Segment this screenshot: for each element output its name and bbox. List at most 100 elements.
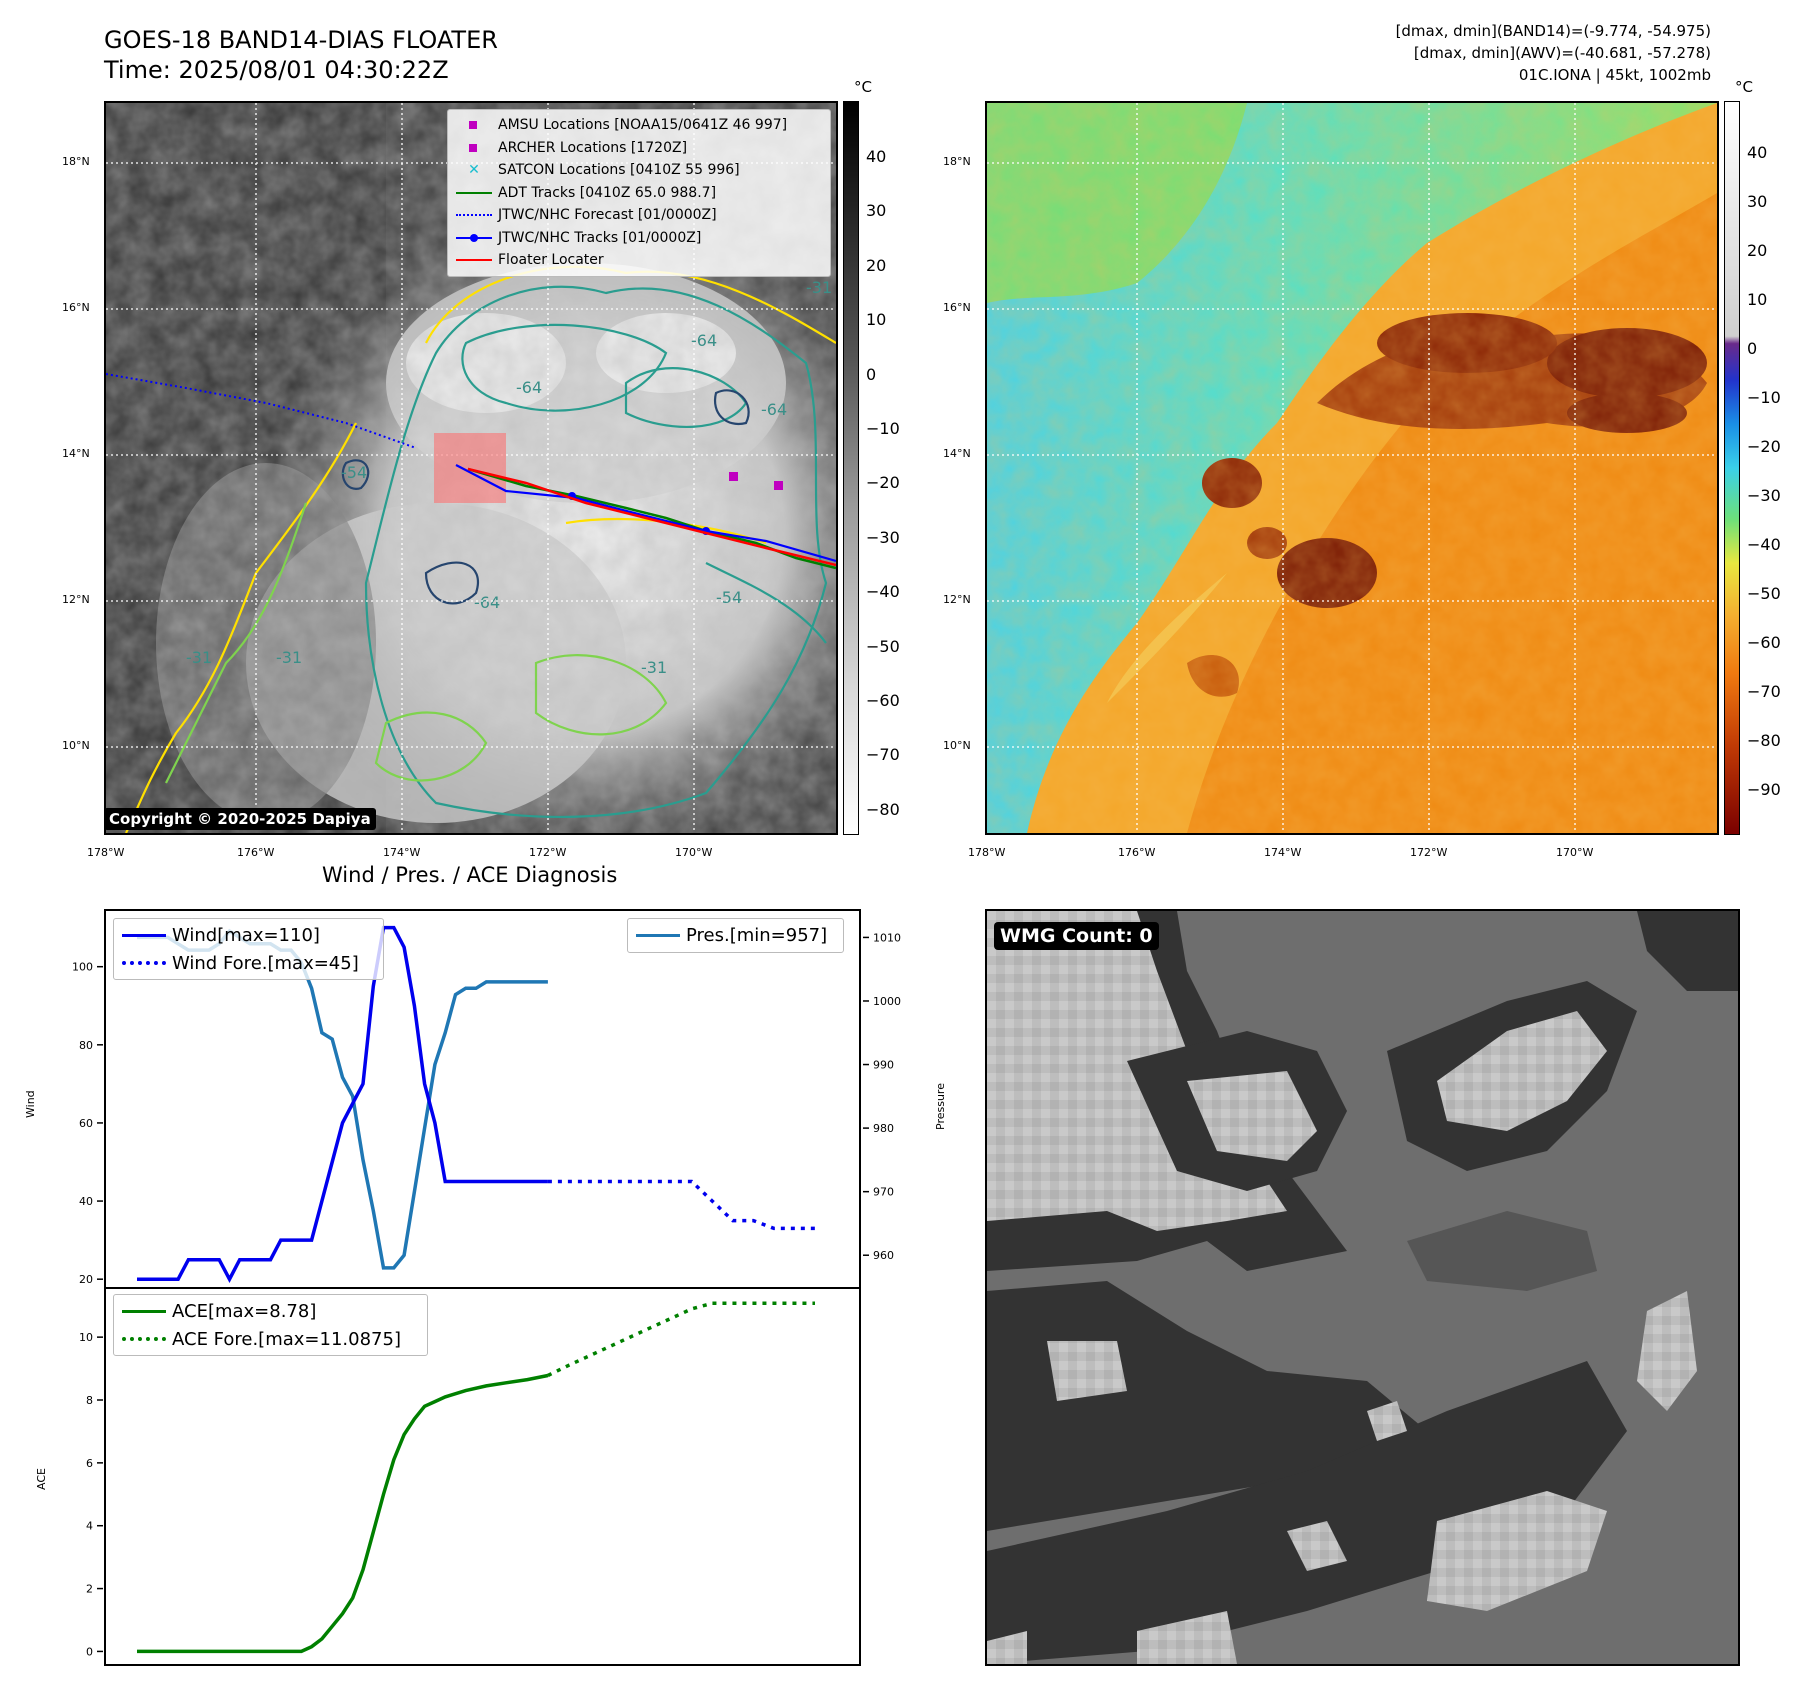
pressure-legend: Pres.[min=957]: [627, 918, 844, 953]
contour-label: -31: [276, 648, 302, 667]
figure-title: GOES-18 BAND14-DIAS FLOATER: [104, 26, 498, 54]
pressure-line: [137, 928, 548, 1270]
wind-pressure-chart: [104, 909, 861, 1289]
wind-legend: Wind[max=110] Wind Fore.[max=45]: [113, 918, 384, 980]
lon-label: 176°W: [237, 846, 275, 859]
colorbar-color-tick: −30: [1747, 486, 1781, 505]
wind-axis-tick-label: 100: [72, 961, 93, 974]
wmg-image: [987, 911, 1738, 1664]
legend-jtwc-forecast: JTWC/NHC Forecast [01/0000Z]: [456, 204, 822, 227]
colorbar-gray-tick: 30: [866, 201, 887, 221]
colorbar-gray-tick: −50: [866, 636, 900, 656]
colorbar-color-tick: −60: [1747, 633, 1781, 652]
colorbar-color-tick: −50: [1747, 584, 1781, 603]
ace-axis-tick-label: 4: [86, 1520, 93, 1533]
ace-line: [137, 1373, 549, 1654]
contour-label: -31: [186, 648, 212, 667]
pressure-axis-tick-label: 990: [873, 1059, 894, 1072]
lat-label: 12°N: [943, 593, 971, 606]
legend-ace-forecast: ACE Fore.[max=11.0875]: [122, 1325, 419, 1353]
colorbar-color-tick: −80: [1747, 731, 1781, 750]
ylabel-wind: Wind: [24, 1090, 37, 1118]
legend-jtwc-tracks: JTWC/NHC Tracks [01/0000Z]: [456, 227, 822, 250]
map-legend: AMSU Locations [NOAA15/0641Z 46 997] ARC…: [447, 109, 831, 277]
legend-wind-forecast: Wind Fore.[max=45]: [122, 949, 375, 977]
colorbar-gray-tick: −60: [866, 691, 900, 710]
pressure-axis-tick-label: 970: [873, 1186, 894, 1199]
lon-label: 172°W: [529, 846, 567, 859]
archer-marker: [774, 481, 783, 490]
lon-label: 174°W: [383, 846, 421, 859]
diagnosis-title: Wind / Pres. / ACE Diagnosis: [322, 863, 618, 887]
colorbar-gray-tick: −10: [866, 419, 900, 438]
lon-label: 172°W: [1410, 846, 1448, 859]
wmg-panel: [985, 909, 1740, 1666]
contour-label: -31: [806, 278, 832, 297]
colorbar-color-unit: °C: [1735, 78, 1753, 96]
colorbar-color-tick: 30: [1747, 192, 1768, 211]
colorbar-gray-tick: −70: [866, 745, 900, 765]
colorbar-color-tick: −40: [1747, 535, 1781, 554]
lat-label: 18°N: [62, 155, 90, 168]
info-awv: [dmax, dmin](AWV)=(-40.681, -57.278): [1413, 44, 1711, 62]
legend-adt: ADT Tracks [0410Z 65.0 988.7]: [456, 182, 822, 205]
ace-axis-tick-label: 8: [86, 1394, 93, 1407]
contour-label: -64: [691, 331, 717, 350]
info-band14: [dmax, dmin](BAND14)=(-9.774, -54.975): [1395, 22, 1711, 40]
colorbar-color-tick: −70: [1747, 682, 1781, 701]
contour-label: -54: [341, 463, 367, 482]
colorbar-gray-tick: −80: [866, 799, 900, 819]
colorbar-gray-tick: 40: [866, 147, 887, 166]
colorbar-color-tick: 10: [1747, 290, 1768, 309]
colorbar-color-tick: 20: [1747, 241, 1768, 260]
wind-axis-tick-label: 60: [79, 1117, 93, 1130]
colorbar-color-tick: 0: [1747, 339, 1758, 358]
ace-axis-tick-label: 6: [86, 1457, 93, 1470]
colorbar-gray-tick: 0: [866, 364, 877, 384]
ylabel-pressure: Pressure: [934, 1083, 947, 1130]
colorbar-gray-tick: 20: [866, 255, 887, 275]
contour-label: -54: [716, 588, 742, 607]
copyright-badge: Copyright © 2020-2025 Dapiya: [104, 808, 376, 830]
lon-label: 174°W: [1264, 846, 1302, 859]
pressure-axis-tick-label: 960: [873, 1249, 894, 1262]
lat-label: 16°N: [943, 301, 971, 314]
contour-label: -64: [516, 378, 542, 397]
legend-amsu: AMSU Locations [NOAA15/0641Z 46 997]: [456, 114, 822, 137]
ace-axis-tick-label: 0: [86, 1645, 93, 1658]
wind-line: [137, 925, 548, 1283]
floater-box: [434, 433, 506, 503]
colorbar-gray-tick: 10: [866, 310, 887, 330]
lat-label: 10°N: [943, 739, 971, 752]
ace-axis-tick-label: 10: [79, 1331, 93, 1344]
contour-label: -64: [474, 593, 500, 612]
colorbar-color-tick: −10: [1747, 388, 1781, 407]
lat-label: 14°N: [943, 447, 971, 460]
contour-label: -31: [641, 658, 667, 677]
lat-label: 16°N: [62, 301, 90, 314]
colorbar-color-tick: 40: [1747, 143, 1768, 162]
lat-label: 10°N: [62, 739, 90, 752]
lat-label: 12°N: [62, 593, 90, 606]
ace-chart: [104, 1287, 861, 1666]
colorbar-gray-tick: −40: [866, 582, 900, 602]
colorbar-gray-unit: °C: [854, 78, 872, 96]
x-marker-icon: ✕: [468, 162, 480, 179]
wind-axis-tick-label: 20: [79, 1273, 93, 1286]
lon-label: 170°W: [675, 846, 713, 859]
colorbar-color: [1724, 101, 1740, 835]
lon-label: 178°W: [87, 846, 125, 859]
colorbar-gray-tick: −20: [866, 473, 900, 493]
legend-ace: ACE[max=8.78]: [122, 1297, 419, 1325]
lon-label: 170°W: [1556, 846, 1594, 859]
lat-label: 18°N: [943, 155, 971, 168]
figure-time: Time: 2025/08/01 04:30:22Z: [104, 56, 449, 84]
colorbar-gray: [843, 101, 859, 835]
pressure-axis-tick-label: 1010: [873, 931, 901, 944]
colorbar-gray-tick: −30: [866, 527, 900, 547]
legend-pressure: Pres.[min=957]: [636, 921, 835, 949]
jtwc-track: [455, 464, 836, 563]
legend-floater: Floater Locater: [456, 249, 822, 272]
legend-archer: ARCHER Locations [1720Z]: [456, 137, 822, 160]
legend-wind: Wind[max=110]: [122, 921, 375, 949]
